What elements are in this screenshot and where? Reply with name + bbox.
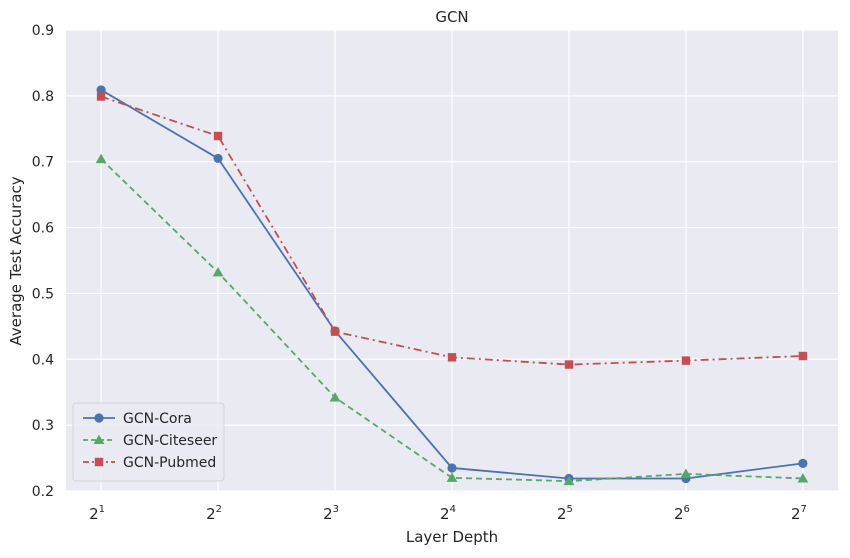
series-gcn-citeseer [95, 153, 809, 486]
x-tick-label: 24 [440, 504, 456, 523]
series-gcn-pubmed [96, 92, 808, 369]
data-point [680, 468, 692, 478]
data-point [96, 92, 106, 101]
legend-entry: GCN-Citeseer [83, 433, 217, 449]
data-point [447, 353, 457, 362]
legend-entry: GCN-Cora [83, 411, 192, 427]
data-point [329, 392, 341, 402]
y-tick-label: 0.4 [32, 352, 54, 368]
data-point [563, 475, 575, 486]
data-point [212, 266, 224, 277]
data-point [96, 85, 106, 95]
y-tick-label: 0.9 [32, 23, 54, 39]
x-tick-label: 25 [557, 504, 573, 523]
legend-label: GCN-Cora [123, 411, 192, 427]
series-group [95, 85, 809, 486]
y-axis-title: Average Test Accuracy [7, 176, 25, 345]
data-point [681, 356, 691, 365]
y-tick-label: 0.5 [32, 286, 54, 302]
legend-marker [94, 457, 104, 467]
legend-marker [94, 413, 104, 423]
legend-label: GCN-Pubmed [123, 455, 216, 471]
chart-title: GCN [435, 8, 468, 26]
data-point [213, 131, 223, 141]
data-point [797, 473, 809, 483]
data-point [798, 458, 808, 468]
y-tick-label: 0.7 [32, 155, 54, 171]
x-tick-label: 27 [791, 504, 807, 523]
x-tick-labels: 21 22 23 24 25 26 27 [89, 504, 807, 523]
x-tick-label: 22 [206, 504, 222, 523]
legend-box [72, 402, 225, 482]
legend: GCN-Cora GCN-Citeseer GCN-Pubmed [72, 402, 225, 482]
data-point [446, 472, 458, 482]
data-point [564, 360, 574, 369]
legend-entry: GCN-Pubmed [83, 455, 216, 471]
y-tick-label: 0.8 [32, 89, 54, 105]
x-tick-label: 23 [323, 504, 339, 523]
y-tick-labels: 0.2 0.3 0.4 0.5 0.6 0.7 0.8 0.9 [32, 23, 54, 500]
x-tick-label: 21 [89, 504, 105, 523]
legend-entries: GCN-Cora GCN-Citeseer GCN-Pubmed [83, 411, 217, 471]
data-point [95, 153, 107, 164]
data-point [447, 463, 457, 473]
x-axis-title: Layer Depth [406, 528, 498, 546]
y-tick-label: 0.6 [32, 221, 54, 237]
x-tick-label: 26 [674, 504, 690, 523]
legend-marker [93, 434, 105, 445]
data-point [213, 153, 223, 164]
y-tick-label: 0.2 [32, 484, 54, 500]
data-point [798, 351, 808, 361]
legend-label: GCN-Citeseer [123, 433, 217, 449]
y-tick-label: 0.3 [32, 418, 54, 434]
data-point [330, 327, 340, 336]
